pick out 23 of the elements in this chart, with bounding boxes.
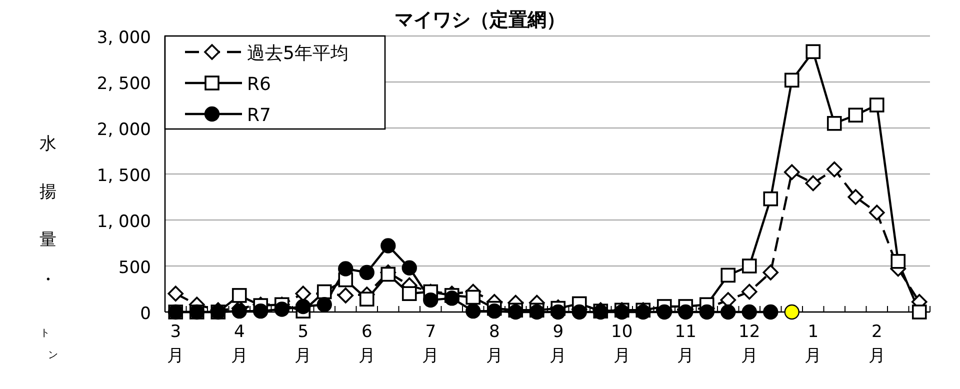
chart-title: マイワシ（定置網） bbox=[394, 9, 566, 31]
x-tick-label: 5月 bbox=[294, 322, 312, 366]
y-tick-label: 2, 000 bbox=[96, 120, 151, 140]
x-tick-label: 12月 bbox=[738, 322, 760, 366]
x-tick-label: 7月 bbox=[422, 322, 440, 366]
y-tick-label: 3, 000 bbox=[96, 28, 151, 48]
legend-label: R7 bbox=[247, 105, 271, 126]
y-tick-label: 500 bbox=[118, 258, 151, 278]
y-tick-label: 2, 500 bbox=[96, 74, 151, 94]
legend-label: 過去5年平均 bbox=[247, 43, 348, 64]
x-tick-label: 3月 bbox=[167, 322, 184, 366]
legend-label: R6 bbox=[247, 74, 271, 95]
y-tick-label: 1, 000 bbox=[96, 212, 151, 232]
x-tick-label: 4月 bbox=[230, 322, 248, 366]
x-tick-label: 1月 bbox=[804, 322, 822, 366]
x-tick-label: 6月 bbox=[358, 322, 376, 366]
y-tick-label: 0 bbox=[140, 304, 151, 324]
x-tick-label: 10月 bbox=[611, 322, 633, 366]
x-tick-label: 8月 bbox=[486, 322, 503, 366]
x-tick-label: 2月 bbox=[868, 322, 886, 366]
x-tick-label: 11月 bbox=[674, 322, 696, 366]
y-tick-label: 1, 500 bbox=[96, 166, 151, 186]
x-tick-label: 9月 bbox=[550, 322, 567, 366]
